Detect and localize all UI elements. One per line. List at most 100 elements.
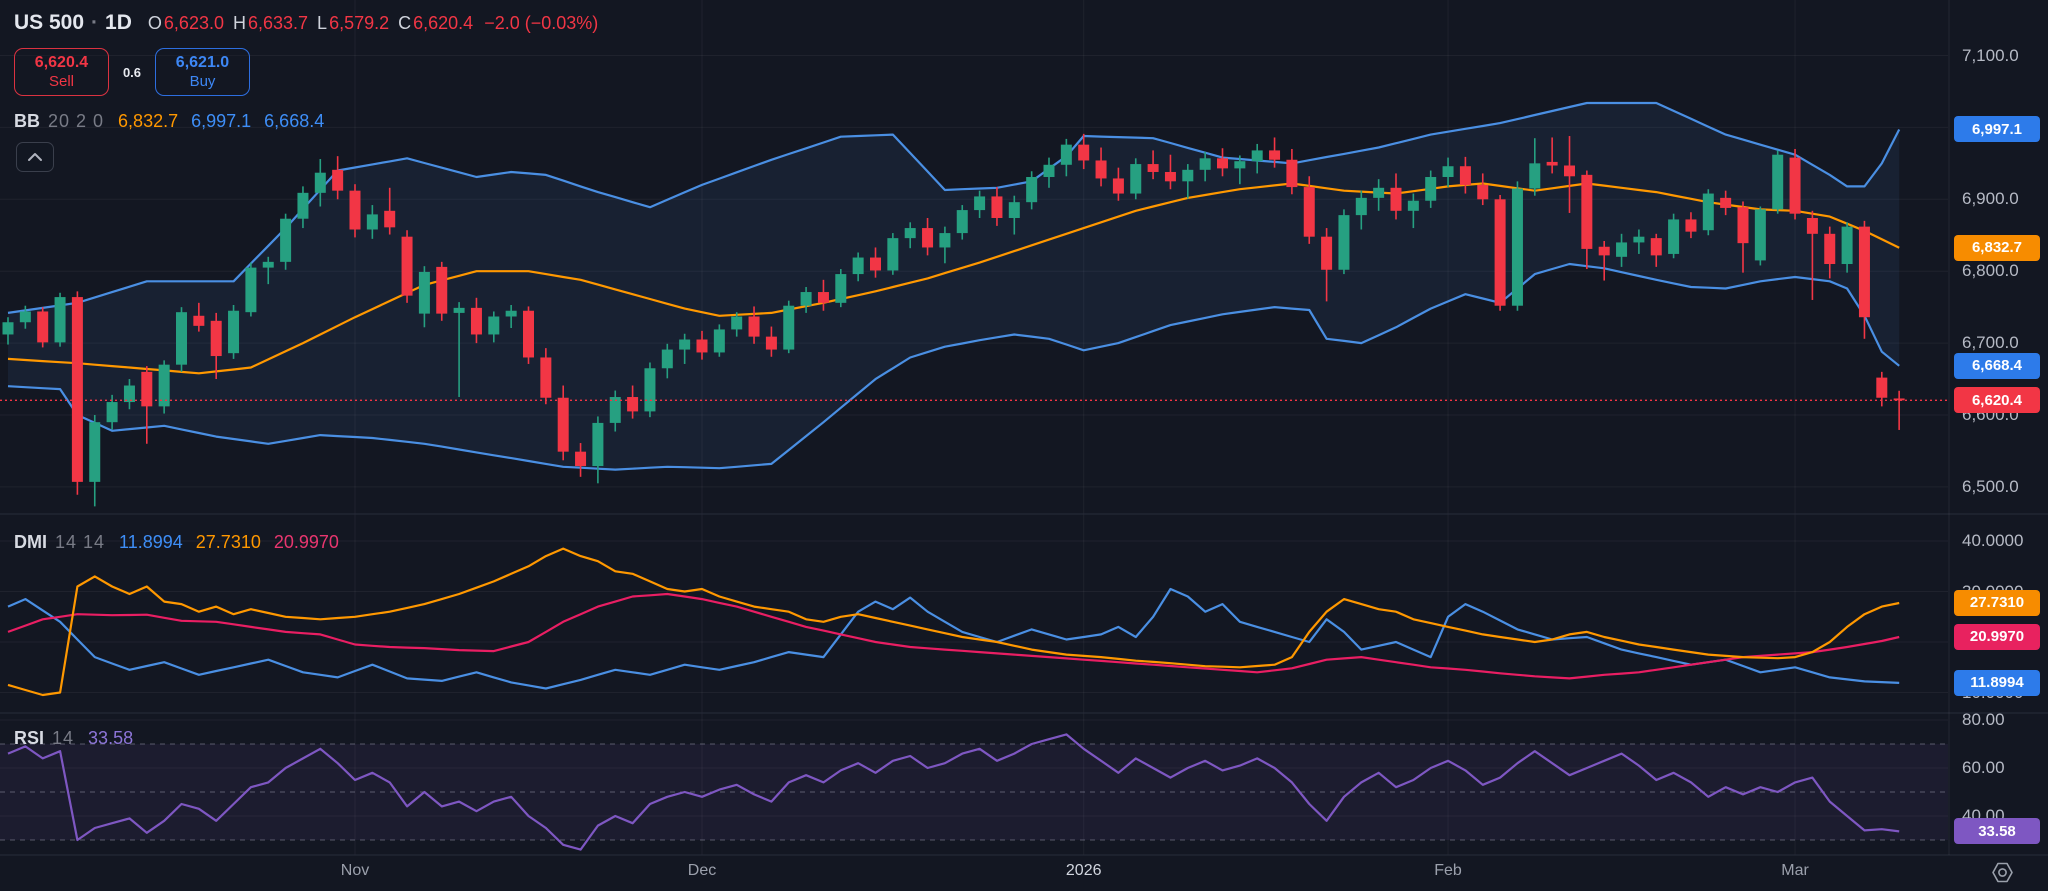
buy-label: Buy	[189, 72, 216, 90]
candle-body	[1217, 158, 1228, 169]
bb-name: BB	[14, 110, 40, 131]
candle-body	[1494, 199, 1506, 306]
candle-body	[418, 271, 430, 314]
candle-body	[1477, 184, 1489, 200]
change-value: −2.0 (−0.03%)	[484, 12, 599, 33]
candle-body	[1234, 161, 1246, 169]
candle-body	[210, 320, 222, 357]
candle-body	[817, 292, 829, 303]
candle-body	[332, 169, 344, 191]
collapse-legend-button[interactable]	[16, 142, 54, 172]
candle-body	[37, 311, 49, 343]
buy-button[interactable]: 6,621.0 Buy	[155, 48, 250, 96]
last-price-badge: 6,620.4	[1954, 387, 2040, 414]
price-axis-label: 6,900.0	[1962, 189, 2019, 209]
candle-body	[800, 292, 812, 306]
candle-body	[1112, 178, 1124, 194]
time-axis-label-dec: Dec	[687, 862, 717, 879]
candle-body	[314, 172, 326, 193]
low-value: 6,579.2	[329, 12, 390, 33]
symbol-name[interactable]: US 500	[14, 11, 85, 34]
rsi-name: RSI	[14, 727, 45, 748]
candle-body	[488, 316, 500, 335]
candle-body	[1772, 154, 1784, 210]
candle-body	[193, 315, 205, 326]
candle-body	[1511, 188, 1523, 306]
time-axis-label-nov: Nov	[340, 862, 370, 879]
candle-body	[1303, 187, 1315, 237]
candle-body	[1858, 226, 1870, 318]
sell-button[interactable]: 6,620.4 Sell	[14, 48, 109, 96]
rsi-band-fill	[0, 744, 1948, 840]
candle-body	[1095, 160, 1107, 179]
candle-body	[1407, 200, 1419, 211]
bb-basis-badge: 6,832.7	[1954, 234, 2040, 261]
candle-body	[1806, 217, 1818, 234]
candle-body	[1147, 164, 1159, 172]
candle-body	[609, 397, 621, 423]
timeframe-label[interactable]: 1D	[105, 11, 132, 34]
candle-body	[1668, 219, 1680, 254]
dmi-minus-di-badge: 20.9970	[1954, 623, 2040, 650]
candle-body	[1251, 150, 1263, 162]
candle-body	[1078, 144, 1090, 161]
open-label: O	[147, 12, 162, 33]
bb-legend[interactable]: BB 20 2 0 6,832.7 6,997.1 6,668.4	[14, 110, 337, 132]
candle-body	[1286, 159, 1298, 188]
dmi-adx-value: 27.7310	[195, 531, 261, 552]
candle-body	[870, 257, 881, 271]
chevron-up-icon	[28, 153, 42, 161]
candle-body	[765, 336, 777, 350]
candle-body	[141, 371, 153, 407]
price-axis[interactable]: 7,100.07,000.06,900.06,800.06,700.06,600…	[1950, 0, 2048, 855]
candle-body	[852, 257, 864, 275]
time-axis-label-feb: Feb	[1434, 862, 1462, 879]
order-panel: 6,620.4 Sell 0.6 6,621.0 Buy	[14, 48, 250, 96]
candle-body	[991, 196, 1003, 218]
candle-body	[922, 228, 934, 248]
rsi-legend[interactable]: RSI 14 33.58	[14, 727, 146, 749]
rsi-params: 14	[52, 727, 75, 748]
candle-body	[2, 322, 14, 335]
rsi-axis-label: 60.00	[1962, 758, 2005, 777]
candle-body	[245, 267, 257, 313]
rsi-axis-label: 80.00	[1962, 710, 2005, 729]
candle-body	[887, 238, 899, 271]
time-axis[interactable]: Nov Dec 2026 Feb Mar	[0, 856, 2048, 891]
candle-body	[1008, 202, 1020, 218]
candle-body	[575, 451, 587, 467]
candle-body	[1269, 150, 1281, 160]
candle-body	[835, 274, 847, 303]
candle-body	[1685, 219, 1697, 232]
symbol-legend[interactable]: US 500 · 1D O 6,623.0 H 6,633.7 L 6,579.…	[14, 8, 598, 38]
dmi-legend[interactable]: DMI 14 14 11.8994 27.7310 20.9970	[14, 531, 352, 553]
candle-body	[1338, 215, 1350, 270]
candle-body	[470, 307, 482, 335]
dmi-minus-di-line	[7, 592, 1900, 680]
candle-body	[1598, 246, 1610, 256]
candle-body	[19, 311, 31, 323]
candle-body	[89, 422, 101, 482]
low-label: L	[317, 12, 328, 33]
candle-body	[627, 397, 639, 412]
bb-lower-line	[7, 262, 1900, 471]
candle-body	[158, 364, 170, 407]
candle-body	[71, 297, 83, 482]
candle-body	[262, 261, 274, 268]
high-label: H	[232, 12, 246, 33]
close-label: C	[398, 12, 412, 33]
candle-body	[939, 233, 951, 248]
candle-body	[1373, 187, 1385, 198]
candle-body	[280, 218, 292, 262]
candle-body	[592, 422, 604, 467]
rsi-value: 33.58	[88, 727, 134, 748]
candle-body	[505, 310, 517, 317]
candle-body	[904, 228, 916, 239]
candle-body	[1789, 157, 1801, 214]
spread-value: 0.6	[122, 64, 142, 80]
axis-settings-icon[interactable]	[1989, 859, 2016, 886]
candle-body	[1321, 236, 1333, 270]
candle-body	[1841, 226, 1853, 265]
